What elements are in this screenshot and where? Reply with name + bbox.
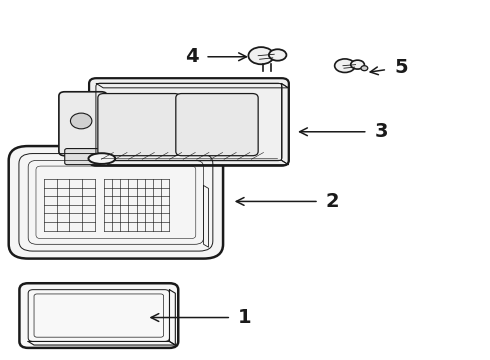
Ellipse shape <box>335 59 355 72</box>
Ellipse shape <box>248 47 274 64</box>
Polygon shape <box>203 185 208 247</box>
FancyBboxPatch shape <box>176 94 258 156</box>
Polygon shape <box>28 342 175 345</box>
FancyBboxPatch shape <box>89 78 289 166</box>
Ellipse shape <box>351 60 365 69</box>
Polygon shape <box>101 160 288 165</box>
Text: 4: 4 <box>185 47 246 66</box>
Text: 1: 1 <box>151 308 252 327</box>
FancyBboxPatch shape <box>20 283 178 348</box>
Text: 2: 2 <box>236 192 340 211</box>
FancyBboxPatch shape <box>98 94 180 156</box>
FancyBboxPatch shape <box>59 92 107 156</box>
Ellipse shape <box>89 153 115 164</box>
Polygon shape <box>282 84 288 165</box>
Circle shape <box>361 66 368 71</box>
FancyBboxPatch shape <box>9 146 223 258</box>
Circle shape <box>71 113 92 129</box>
FancyBboxPatch shape <box>65 149 101 165</box>
Text: 3: 3 <box>299 122 388 141</box>
Text: 5: 5 <box>370 58 408 77</box>
Polygon shape <box>97 84 288 88</box>
Polygon shape <box>170 290 175 345</box>
Ellipse shape <box>269 49 287 61</box>
